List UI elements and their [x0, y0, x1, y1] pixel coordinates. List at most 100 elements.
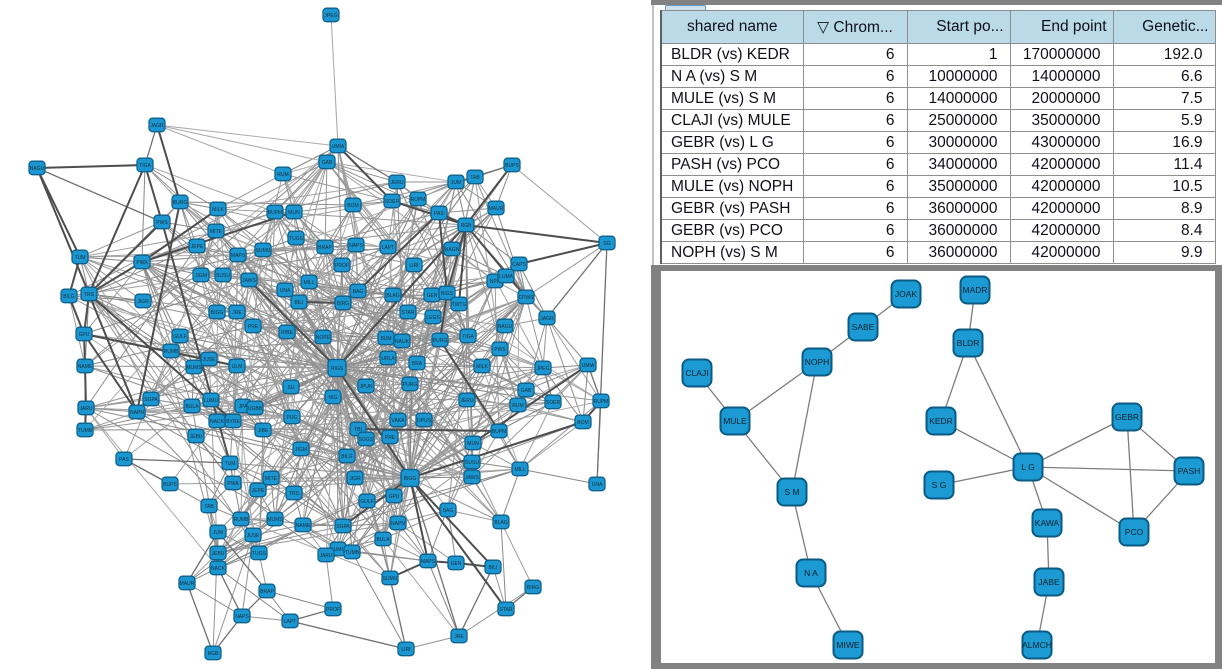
svg-text:SUMU: SUMU — [383, 576, 398, 582]
svg-text:MUN: MUN — [288, 210, 300, 216]
svg-text:JAGR: JAGR — [540, 316, 554, 322]
svg-text:BLDR: BLDR — [957, 338, 980, 348]
svg-text:JPA: JPA — [239, 404, 248, 410]
svg-text:BIGG: BIGG — [404, 476, 417, 482]
svg-text:BIGG: BIGG — [211, 310, 224, 316]
svg-text:JPEG: JPEG — [536, 366, 549, 372]
svg-text:PROF: PROF — [335, 263, 349, 269]
svg-text:N A: N A — [804, 568, 818, 578]
svg-text:BULA: BULA — [376, 537, 390, 543]
svg-text:JPUN: JPUN — [359, 384, 372, 390]
svg-text:SABE: SABE — [852, 322, 875, 332]
svg-text:URLA: URLA — [381, 356, 395, 362]
svg-text:SG: SG — [603, 241, 610, 247]
svg-text:MUN: MUN — [467, 441, 479, 447]
svg-text:MILL: MILL — [514, 467, 525, 473]
svg-text:MAUR: MAUR — [489, 206, 504, 212]
svg-text:BLAG: BLAG — [386, 293, 399, 299]
svg-text:SUMU: SUMU — [256, 248, 271, 254]
svg-text:NAGU: NAGU — [498, 324, 513, 330]
svg-text:TAB: TAB — [470, 175, 480, 181]
svg-text:UGBB: UGBB — [248, 406, 263, 412]
svg-text:CAPS: CAPS — [512, 262, 526, 268]
svg-text:PUG: PUG — [287, 415, 298, 421]
svg-text:CPWS: CPWS — [519, 295, 535, 301]
svg-text:KEDR: KEDR — [929, 416, 953, 426]
svg-text:NAME: NAME — [296, 523, 311, 529]
svg-text:JRE: JRE — [454, 634, 464, 640]
svg-text:JOAK: JOAK — [895, 289, 918, 299]
svg-text:LUMU: LUMU — [204, 398, 219, 404]
svg-text:MILK: MILK — [212, 207, 224, 213]
svg-text:JIGM: JIGM — [295, 447, 307, 453]
svg-text:BUPM: BUPM — [492, 429, 506, 435]
svg-text:UNA: UNA — [280, 288, 291, 294]
svg-text:NACK: NACK — [210, 419, 225, 425]
svg-text:JUM: JUM — [451, 180, 461, 186]
svg-text:GEN: GEN — [451, 561, 462, 567]
svg-text:BRAP: BRAP — [260, 589, 274, 595]
svg-text:JIGM: JIGM — [195, 273, 207, 279]
svg-text:ULM: ULM — [232, 364, 243, 370]
svg-text:JUSE: JUSE — [203, 357, 216, 363]
svg-text:BOM: BOM — [347, 203, 358, 209]
svg-text:JEBU: JEBU — [190, 434, 203, 440]
svg-text:RUM: RUM — [512, 403, 523, 409]
svg-text:GPU: GPU — [389, 494, 400, 500]
svg-text:SGGS: SGGS — [359, 437, 374, 443]
svg-text:PRE: PRE — [385, 435, 396, 441]
svg-text:GAB: GAB — [322, 160, 333, 166]
svg-text:MUMS: MUMS — [186, 365, 202, 371]
svg-text:NAPS: NAPS — [349, 243, 363, 249]
svg-text:JERU: JERU — [460, 398, 473, 404]
svg-text:TIGA: TIGA — [139, 163, 151, 169]
svg-text:MILK: MILK — [476, 364, 488, 370]
svg-text:NAME: NAME — [78, 364, 93, 370]
svg-text:GAB: GAB — [521, 388, 532, 394]
svg-text:JAGR: JAGR — [150, 123, 164, 129]
svg-text:MUMS: MUMS — [267, 517, 283, 523]
svg-text:LAPT: LAPT — [382, 245, 395, 251]
svg-text:BILG: BILG — [63, 294, 75, 300]
svg-text:BIRG: BIRG — [527, 585, 539, 591]
svg-text:STAR: STAR — [500, 607, 513, 613]
svg-text:LAPT: LAPT — [284, 619, 297, 625]
svg-text:TUM: TUM — [75, 255, 86, 261]
svg-text:JERU: JERU — [390, 180, 403, 186]
svg-text:SGPA: SGPA — [144, 397, 158, 403]
svg-text:NAUK: NAUK — [395, 339, 410, 345]
svg-text:SOER: SOER — [546, 400, 561, 406]
svg-text:BOM: BOM — [577, 420, 588, 426]
svg-text:RUPM: RUPM — [411, 197, 426, 203]
svg-text:UPUS: UPUS — [417, 418, 432, 424]
svg-text:RIBE: RIBE — [281, 330, 293, 336]
svg-text:TBI: TBI — [354, 427, 362, 433]
svg-text:MILL: MILL — [303, 280, 314, 286]
svg-text:BULA: BULA — [185, 404, 199, 410]
svg-text:BUPM: BUPM — [268, 210, 282, 216]
svg-text:BIGS: BIGS — [441, 291, 454, 297]
svg-text:SUSU: SUSU — [216, 273, 230, 279]
svg-text:MITE: MITE — [210, 229, 223, 235]
svg-text:MULE: MULE — [723, 416, 747, 426]
svg-text:BURG: BURG — [433, 338, 448, 344]
svg-text:PWA: PWA — [227, 481, 239, 487]
svg-text:MITE: MITE — [265, 476, 278, 482]
svg-text:NAGN: NAGN — [445, 247, 460, 253]
svg-text:RUM: RUM — [277, 172, 288, 178]
svg-text:GPU: GPU — [79, 332, 90, 338]
svg-text:JAWS: JAWS — [465, 475, 479, 481]
svg-text:NAPN: NAPN — [130, 410, 144, 416]
svg-text:PWA: PWA — [136, 260, 148, 266]
svg-text:NAGU: NAGU — [30, 166, 45, 172]
svg-text:NPN: NPN — [490, 279, 501, 285]
svg-text:BLAG: BLAG — [494, 520, 507, 526]
svg-text:LEGS: LEGS — [426, 315, 440, 321]
svg-text:VAKA: VAKA — [392, 418, 406, 424]
svg-text:JEPE: JEPE — [191, 244, 204, 250]
svg-text:JARU: JARU — [79, 406, 92, 412]
svg-text:BILI: BILI — [489, 565, 498, 571]
svg-text:PRE: PRE — [248, 324, 259, 330]
svg-text:MAPS: MAPS — [231, 253, 246, 259]
svg-text:JUSE: JUSE — [247, 533, 260, 539]
